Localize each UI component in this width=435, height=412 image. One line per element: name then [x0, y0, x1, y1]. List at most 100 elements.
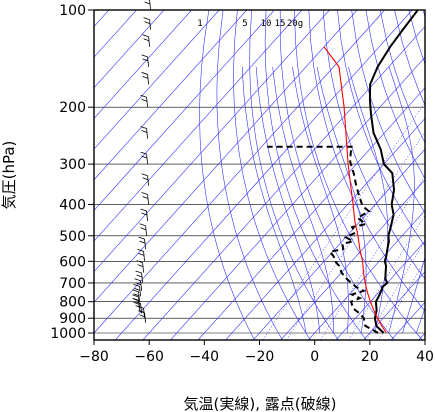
- y-axis-title: 気圧(hPa): [0, 141, 18, 210]
- wind-barb-feather: [142, 34, 149, 38]
- isotherm-line: [170, 56, 425, 340]
- y-tick-label: 500: [59, 229, 86, 245]
- dry-adiabat-line: [249, 10, 339, 340]
- y-tick-label: 600: [59, 254, 86, 270]
- dry-adiabat-line: [308, 10, 425, 312]
- isotherm-line: [308, 209, 425, 340]
- y-tick-label: 100: [59, 3, 86, 19]
- wind-barb-staff: [140, 303, 142, 314]
- y-tick-label: 300: [59, 157, 86, 173]
- moist-adiabat-line: [292, 66, 349, 334]
- mixing-ratio-label: 5: [242, 19, 247, 29]
- wind-barb: [137, 248, 145, 262]
- wind-barb-feather: [142, 76, 149, 79]
- mixing-ratio-label: 1: [197, 19, 202, 29]
- isotherm-line: [142, 26, 425, 340]
- isotherm-line: [94, 10, 220, 150]
- wind-barb-feather: [141, 98, 148, 102]
- wind-barb-feather: [136, 260, 143, 263]
- wind-barb: [133, 283, 141, 297]
- isotherm-line: [94, 10, 165, 89]
- wind-barb-staff: [149, 0, 151, 11]
- dry-adiabat-line: [351, 10, 425, 214]
- isotherm-line: [280, 179, 425, 340]
- wind-barb: [136, 260, 144, 273]
- wind-barb-feather: [143, 38, 150, 42]
- wind-barb-feather: [135, 305, 142, 308]
- wind-barb-feather: [135, 282, 142, 286]
- wind-barb: [140, 151, 148, 165]
- y-tick-label: 800: [59, 295, 86, 311]
- plot-background: [94, 10, 425, 340]
- moist-adiabat-line: [316, 66, 367, 334]
- wind-barb-feather: [141, 192, 148, 195]
- wind-barb-staff: [149, 19, 151, 30]
- wind-barb-feather: [137, 248, 144, 252]
- wind-barb-staff: [143, 251, 145, 262]
- temperature-line: [368, 10, 419, 334]
- wind-barb: [141, 192, 149, 205]
- wind-barb-feather: [140, 208, 147, 212]
- isotherm-line: [363, 271, 425, 340]
- wind-barb-feather: [139, 314, 146, 318]
- y-tick-label: 900: [59, 311, 86, 327]
- wind-barb: [139, 223, 147, 236]
- wind-barb-staff: [140, 280, 142, 291]
- wind-barb: [132, 289, 140, 302]
- dry-adiabat-line: [216, 10, 283, 340]
- wind-barb-feather: [141, 72, 148, 75]
- isotherm-line: [197, 87, 425, 340]
- wind-barb-feather: [140, 94, 147, 98]
- wind-barb: [143, 17, 151, 30]
- dry-adiabat-line: [233, 10, 311, 340]
- isotherm-line: [225, 118, 425, 340]
- moist-adiabat-line: [416, 307, 425, 334]
- wind-barb-staff: [138, 291, 140, 302]
- moist-adiabat-line: [430, 67, 435, 333]
- mixing-ratio-line: [262, 102, 425, 340]
- wind-barb-feather: [144, 21, 151, 24]
- dry-adiabat-line: [264, 10, 367, 340]
- profiles: [267, 10, 419, 334]
- wind-barb-staff: [146, 210, 148, 222]
- wind-barb-feather: [142, 58, 149, 62]
- mixing-ratio-labels: 1 5 10 15 20g: [197, 19, 303, 29]
- wind-barb: [135, 270, 143, 284]
- wind-barb: [141, 173, 149, 186]
- wind-barb-staff: [147, 194, 149, 205]
- wind-barb-feather: [140, 151, 147, 155]
- x-tick-label: −20: [245, 349, 275, 365]
- wind-barb-staff: [144, 239, 146, 250]
- wind-barb-feather: [135, 270, 142, 274]
- wind-barb-feather: [139, 240, 146, 244]
- dewpoint-line: [267, 145, 379, 334]
- mixing-ratio-line: [286, 131, 425, 340]
- wind-barb-staff: [139, 286, 141, 297]
- wind-barb-feather: [140, 227, 147, 231]
- wind-barb-feather: [138, 252, 145, 256]
- parcel-line: [323, 46, 387, 334]
- moist-adiabat-line: [255, 66, 321, 334]
- wind-barb: [134, 278, 142, 291]
- wind-barb-feather: [136, 274, 143, 278]
- x-tick-label: 0: [310, 349, 319, 365]
- wind-barbs: [132, 0, 151, 323]
- wind-barb-feather: [142, 196, 149, 199]
- wind-barb-staff: [143, 308, 145, 319]
- wind-barb-staff: [147, 175, 149, 186]
- mixing-ratio-label: 10: [261, 19, 272, 29]
- isotherm-line: [94, 10, 248, 181]
- wind-barb-staff: [141, 272, 143, 284]
- isotherm-line: [94, 10, 275, 211]
- moist-adiabat-line: [242, 66, 307, 334]
- y-tick-label: 200: [59, 100, 86, 116]
- wind-barb-staff: [145, 225, 147, 236]
- wind-barb-staff: [144, 312, 146, 323]
- wind-barb-feather: [141, 212, 148, 216]
- wind-barb-feather: [141, 54, 148, 58]
- wind-barb-feather: [133, 301, 140, 305]
- wind-barb-feather: [141, 130, 148, 133]
- wind-barb-feather: [134, 287, 141, 291]
- wind-barb-feather: [133, 283, 140, 287]
